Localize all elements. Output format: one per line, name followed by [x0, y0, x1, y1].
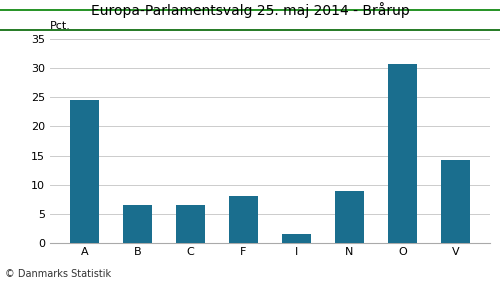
Bar — [282, 234, 311, 243]
Text: © Danmarks Statistik: © Danmarks Statistik — [5, 269, 111, 279]
Text: Europa-Parlamentsvalg 25. maj 2014 - Brårup: Europa-Parlamentsvalg 25. maj 2014 - Brå… — [90, 2, 409, 18]
Bar — [229, 196, 258, 243]
Bar — [123, 205, 152, 243]
Bar — [176, 205, 205, 243]
Bar — [441, 160, 470, 243]
Bar — [70, 100, 99, 243]
Text: Pct.: Pct. — [50, 21, 71, 31]
Bar — [388, 64, 417, 243]
Bar — [335, 191, 364, 243]
